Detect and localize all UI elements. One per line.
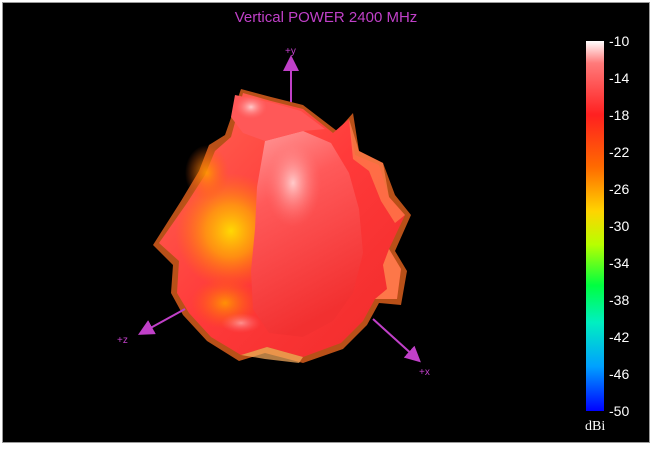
colorbar-tick-label: -10	[609, 33, 630, 49]
radiation-surface	[153, 89, 411, 363]
x-axis-label: +x	[419, 367, 430, 378]
colorbar-tick-label: -50	[609, 403, 630, 419]
colorbar-tick-label: -46	[609, 366, 630, 382]
colorbar-tick-label: -26	[609, 181, 630, 197]
radiation-pattern-scene: +y +z +x	[117, 46, 430, 378]
y-axis-label: +y	[285, 46, 296, 57]
colorbar-tick-label: -30	[609, 218, 630, 234]
z-axis-label: +z	[117, 335, 128, 346]
colorbar-gradient	[586, 41, 604, 411]
colorbar-tick-label: -38	[609, 292, 630, 308]
colorbar-tick-label: -14	[609, 70, 630, 86]
x-axis-line	[372, 318, 421, 363]
z-axis-line	[137, 308, 186, 335]
colorbar-tick-label: -18	[609, 107, 630, 123]
chart-title: Vertical POWER 2400 MHz	[234, 9, 418, 26]
plot-window: Vertical POWER 2400 MHz	[2, 2, 650, 443]
colorbar-unit: dBi	[585, 419, 606, 434]
colorbar-tick-label: -34	[609, 255, 630, 271]
colorbar-legend: -10 -14 -18 -22 -26 -30 -34 -38 -42 -46 -50 dBi	[585, 33, 645, 441]
colorbar-tick-label: -42	[609, 329, 630, 345]
colorbar-tick-label: -22	[609, 144, 630, 160]
